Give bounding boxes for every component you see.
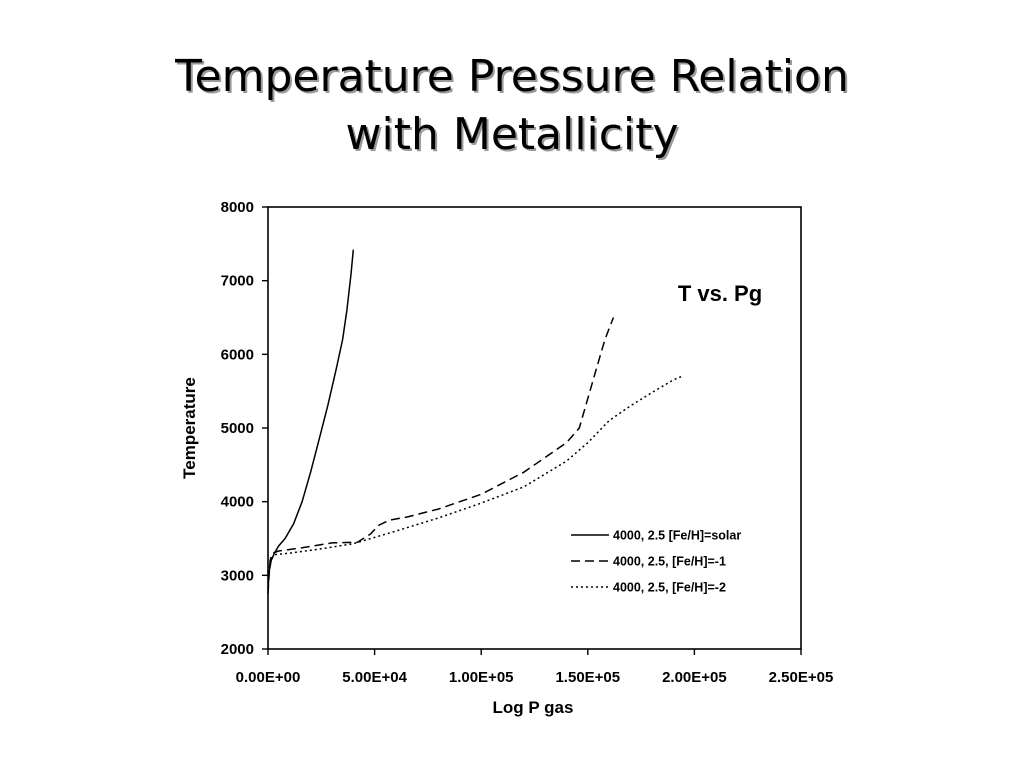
x-tick-label: 2.50E+05 bbox=[769, 669, 834, 686]
series-line-solid bbox=[267, 249, 355, 591]
slide-title: Temperature Pressure Relation with Metal… bbox=[0, 48, 1024, 164]
y-tick-label: 4000 bbox=[221, 494, 254, 511]
series-line-dotted bbox=[267, 375, 682, 583]
legend-label: 4000, 2.5, [Fe/H]=-2 bbox=[613, 581, 726, 595]
y-tick-label: 8000 bbox=[221, 199, 254, 216]
legend-label: 4000, 2.5, [Fe/H]=-1 bbox=[613, 555, 726, 569]
y-axis-title: Temperature bbox=[180, 377, 199, 479]
y-tick-label: 2000 bbox=[221, 641, 254, 658]
y-tick-label: 7000 bbox=[221, 273, 254, 290]
y-tick-label: 3000 bbox=[221, 567, 254, 584]
x-tick-label: 5.00E+04 bbox=[342, 669, 407, 686]
legend: 4000, 2.5 [Fe/H]=solar 4000, 2.5, [Fe/H]=… bbox=[571, 529, 741, 595]
x-tick-label: 2.00E+05 bbox=[662, 669, 727, 686]
chart-annotation: T vs. Pg bbox=[678, 281, 762, 306]
x-tick-label: 1.00E+05 bbox=[449, 669, 514, 686]
series-line-dashed bbox=[267, 317, 615, 594]
x-tick-label: 0.00E+00 bbox=[236, 669, 301, 686]
y-tick-label: 5000 bbox=[221, 420, 254, 437]
slide-title-line-1: Temperature Pressure Relation bbox=[175, 51, 849, 102]
y-tick-label: 6000 bbox=[221, 346, 254, 363]
x-axis: 0.00E+00 5.00E+04 1.00E+05 1.50E+05 2.00E+05… bbox=[236, 649, 834, 686]
legend-label: 4000, 2.5 [Fe/H]=solar bbox=[613, 529, 741, 543]
slide-title-line-2: with Metallicity bbox=[345, 109, 679, 160]
series-layer bbox=[267, 249, 682, 594]
y-axis: 2000 3000 4000 5000 6000 7000 8000 bbox=[221, 199, 268, 658]
x-tick-label: 1.50E+05 bbox=[555, 669, 620, 686]
x-axis-title: Log P gas bbox=[493, 698, 574, 717]
